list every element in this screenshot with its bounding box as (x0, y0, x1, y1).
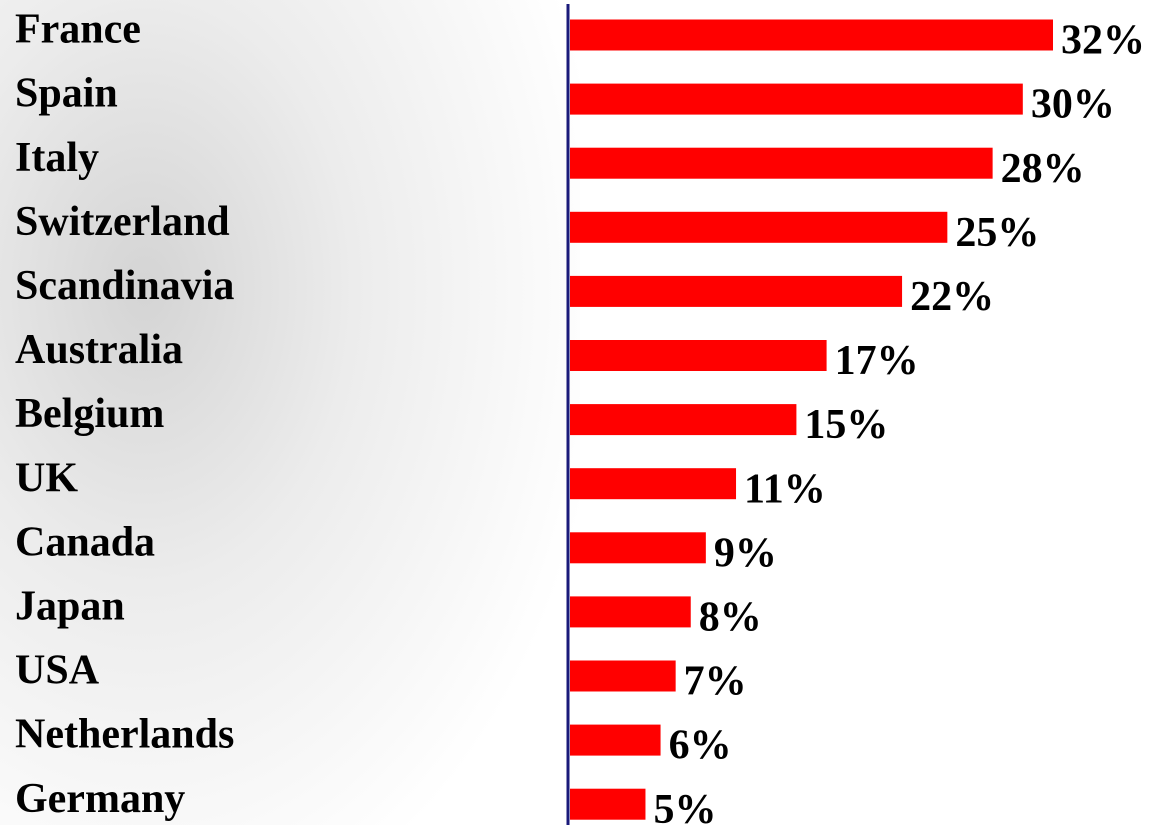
category-label: France (15, 7, 141, 53)
category-label: Australia (15, 327, 183, 373)
category-label: Spain (15, 71, 118, 117)
bar (570, 19, 1053, 51)
category-label: Japan (15, 584, 125, 630)
bar (570, 83, 1023, 115)
value-label: 32% (1061, 18, 1145, 64)
category-label: Canada (15, 519, 155, 565)
bar (570, 211, 948, 243)
bar (570, 275, 903, 307)
bar (570, 724, 661, 756)
bar (570, 660, 676, 692)
background-image (0, 0, 580, 825)
value-label: 25% (955, 210, 1039, 256)
value-label: 7% (684, 659, 747, 705)
value-label: 8% (699, 595, 762, 641)
category-label: Italy (15, 135, 99, 181)
category-label: Switzerland (15, 199, 230, 245)
bar (570, 340, 827, 371)
category-label: UK (15, 455, 78, 501)
value-label: 28% (1001, 146, 1085, 192)
category-label: Netherlands (15, 712, 234, 758)
value-label: 30% (1031, 82, 1115, 128)
category-label: Belgium (15, 391, 164, 437)
value-label: 11% (744, 466, 826, 512)
value-label: 9% (714, 530, 777, 576)
value-label: 5% (653, 787, 716, 825)
category-label: Germany (15, 776, 185, 822)
value-label: 22% (910, 274, 994, 320)
category-label: Scandinavia (15, 263, 234, 309)
bar (570, 147, 993, 179)
value-label: 17% (835, 338, 919, 384)
value-label: 6% (669, 723, 732, 769)
bar (570, 788, 646, 820)
category-label: USA (15, 648, 100, 694)
value-label: 15% (804, 402, 888, 448)
bar (570, 532, 706, 564)
bar (570, 596, 691, 628)
bar (570, 468, 737, 500)
bar (570, 404, 797, 436)
